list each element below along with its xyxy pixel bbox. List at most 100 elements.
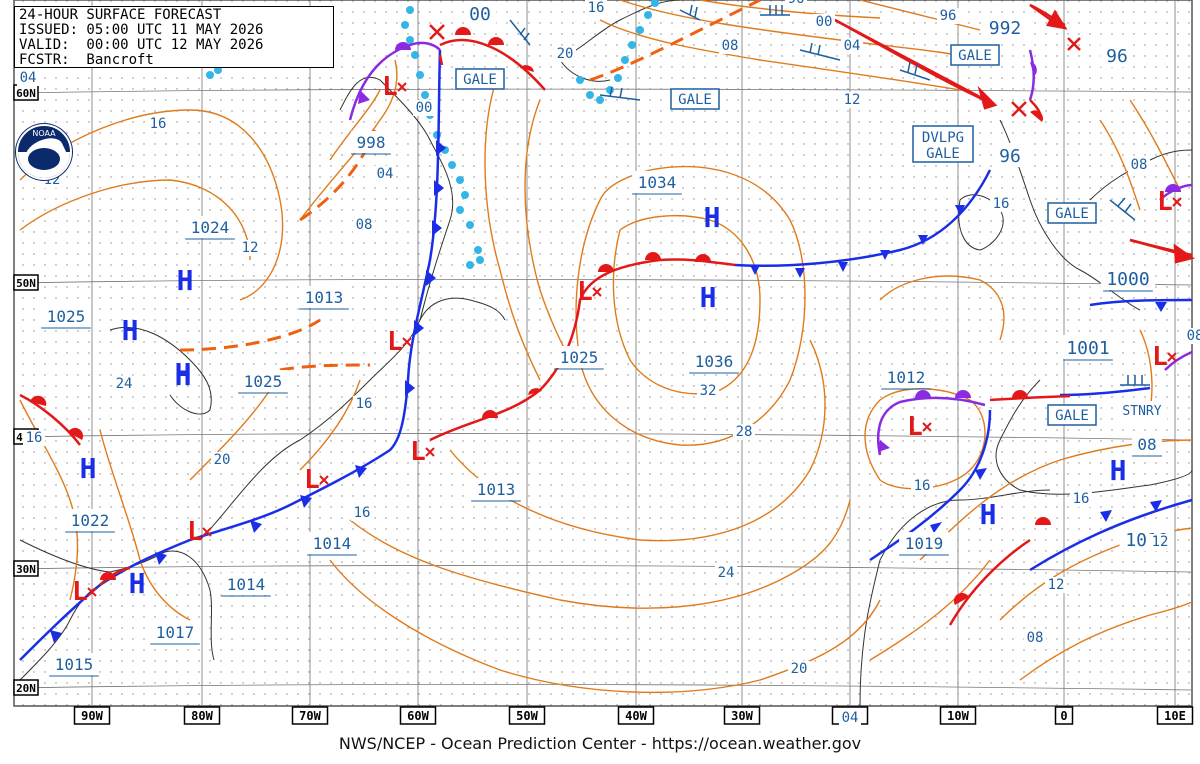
svg-text:08: 08: [1187, 328, 1200, 344]
warm-fronts: [19, 3, 1193, 626]
svg-text:00: 00: [816, 14, 833, 30]
gale-warning-text: GALE: [678, 92, 712, 108]
isobar-value: 20: [788, 661, 810, 677]
svg-text:10W: 10W: [947, 709, 969, 723]
isobar-value: 16: [353, 396, 375, 412]
svg-text:60N: 60N: [16, 87, 36, 100]
pressure-box-value: 96: [1100, 43, 1134, 67]
isobar-value: 16: [585, 0, 607, 16]
pressure-box-value: 1000: [1100, 266, 1156, 290]
low-pressure-value: 1013: [299, 286, 349, 310]
isobar-value: 32: [697, 383, 719, 399]
gale-warning: GALE: [455, 68, 505, 90]
low-pressure-marker: L: [1157, 187, 1182, 217]
credit-line: NWS/NCEP - Ocean Prediction Center - htt…: [338, 734, 862, 753]
isobar-value: 12: [841, 92, 863, 108]
svg-text:08: 08: [1027, 630, 1044, 646]
lat-label: 50N: [13, 274, 39, 291]
svg-text:28: 28: [736, 424, 753, 440]
high-pressure-marker: H: [700, 281, 717, 314]
svg-text:08: 08: [356, 217, 373, 233]
high-pressure-marker: H: [80, 452, 97, 485]
high-pressure-value-text: 1034: [638, 173, 677, 192]
svg-text:L: L: [577, 277, 593, 307]
high-pressure-value-text: 1017: [156, 623, 195, 642]
pressure-box-value: 992: [983, 15, 1027, 39]
svg-text:L: L: [907, 412, 923, 442]
isobar-value: 16: [911, 478, 933, 494]
svg-text:30W: 30W: [731, 709, 753, 723]
isobar-value: 96: [785, 0, 807, 7]
isobar-value: 24: [113, 376, 135, 392]
gale-warning-text: GALE: [1055, 408, 1089, 424]
troughs: [179, 0, 761, 372]
svg-text:L: L: [187, 517, 203, 547]
isobar-value: 12: [1045, 577, 1067, 593]
forecast-header: 24-HOUR SURFACE FORECAST ISSUED: 05:00 UT…: [14, 6, 334, 68]
svg-text:16: 16: [914, 478, 931, 494]
svg-text:12: 12: [1048, 577, 1065, 593]
svg-text:40W: 40W: [625, 709, 647, 723]
high-pressure-value-text: 1019: [905, 534, 944, 553]
high-pressure-value: 1024: [185, 216, 235, 240]
svg-text:24: 24: [116, 376, 133, 392]
isobar-value: 04: [374, 166, 396, 182]
isobars: [19, 0, 1193, 694]
svg-text:08: 08: [1131, 157, 1148, 173]
lon-label: 10E: [1156, 706, 1194, 725]
high-pressure-value-text: 1036: [695, 352, 734, 371]
track-arrows: [438, 3, 1195, 264]
svg-text:90W: 90W: [81, 709, 103, 723]
low-pressure-value-text: 1025: [560, 348, 599, 367]
noaa-logo-text: NOAA: [32, 129, 56, 138]
svg-text:L: L: [387, 327, 403, 357]
high-pressure-value: 08: [1132, 433, 1162, 457]
low-pressure-marker: L: [907, 412, 932, 442]
pressure-systems: H 1024 H 1025 H H 1025 H 1022 H 1017 H 1034 H 1036 H 101…: [41, 1, 1182, 677]
pressure-box-value-text: 1000: [1106, 269, 1149, 290]
lon-label: 50W: [508, 706, 546, 725]
isobar-value: 16: [351, 505, 373, 521]
lat-label: 60N: [13, 84, 39, 101]
svg-text:32: 32: [700, 383, 717, 399]
svg-text:L: L: [1157, 187, 1173, 217]
low-pressure-value-text: 1013: [477, 480, 516, 499]
isobar-value: 12: [1149, 534, 1171, 550]
svg-text:60W: 60W: [407, 709, 429, 723]
svg-text:04: 04: [377, 166, 394, 182]
high-pressure-value: 1025: [238, 370, 288, 394]
high-pressure-value: 1025: [41, 305, 91, 329]
low-pressure-marker: L: [410, 437, 435, 467]
svg-text:0: 0: [1060, 709, 1067, 723]
pressure-box-value: 00: [463, 1, 497, 25]
high-pressure-marker: H: [980, 498, 997, 531]
svg-text:50W: 50W: [516, 709, 538, 723]
svg-text:GALE: GALE: [926, 146, 960, 162]
svg-text:L: L: [382, 72, 398, 102]
svg-text:30N: 30N: [16, 563, 36, 576]
gale-warning-text: GALE: [463, 72, 497, 88]
isobar-value: 24: [715, 565, 737, 581]
isobar-value: 08: [1024, 630, 1046, 646]
low-pressure-marker: L: [304, 465, 329, 495]
svg-text:70W: 70W: [299, 709, 321, 723]
gale-warning: GALE: [1047, 202, 1097, 224]
gale-warning-text: GALE: [958, 48, 992, 64]
isobar-value: 28: [733, 424, 755, 440]
svg-text:16: 16: [588, 0, 605, 16]
stationary-front-label: STNRY: [1116, 401, 1168, 420]
isobar-value: 12: [239, 240, 261, 256]
svg-text:12: 12: [242, 240, 259, 256]
high-pressure-value-text: 1025: [47, 307, 86, 326]
svg-text:16: 16: [26, 430, 43, 446]
high-pressure-marker: H: [175, 357, 192, 390]
pressure-box-value-text: 992: [989, 18, 1022, 39]
svg-text:L: L: [410, 437, 426, 467]
svg-text:16: 16: [356, 396, 373, 412]
occluded-marks: [358, 42, 1181, 452]
header-forecaster: FCSTR: Bancroft: [19, 52, 154, 68]
wind-barbs: [509, 4, 1150, 386]
svg-text:16: 16: [993, 196, 1010, 212]
